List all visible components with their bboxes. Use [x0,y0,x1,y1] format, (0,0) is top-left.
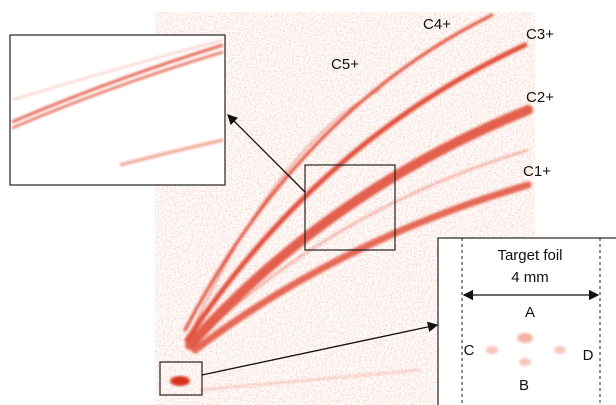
spot-label: D [583,347,594,364]
inset-width: 4 mm [511,269,549,286]
spot-label: B [519,377,529,394]
spot-label: A [525,304,535,321]
source-spot [170,376,190,386]
ion-label: C5+ [331,56,359,73]
spot-label: C [464,342,475,359]
ion-label: C2+ [526,89,554,106]
ion-label: C1+ [523,163,551,180]
ion-label: C4+ [423,16,451,33]
figure: C5+ C4+ C3+ C2+ C1+ Target foil 4 mm A B… [0,0,616,405]
ion-label: C3+ [526,26,554,43]
inset-title: Target foil [497,247,562,264]
